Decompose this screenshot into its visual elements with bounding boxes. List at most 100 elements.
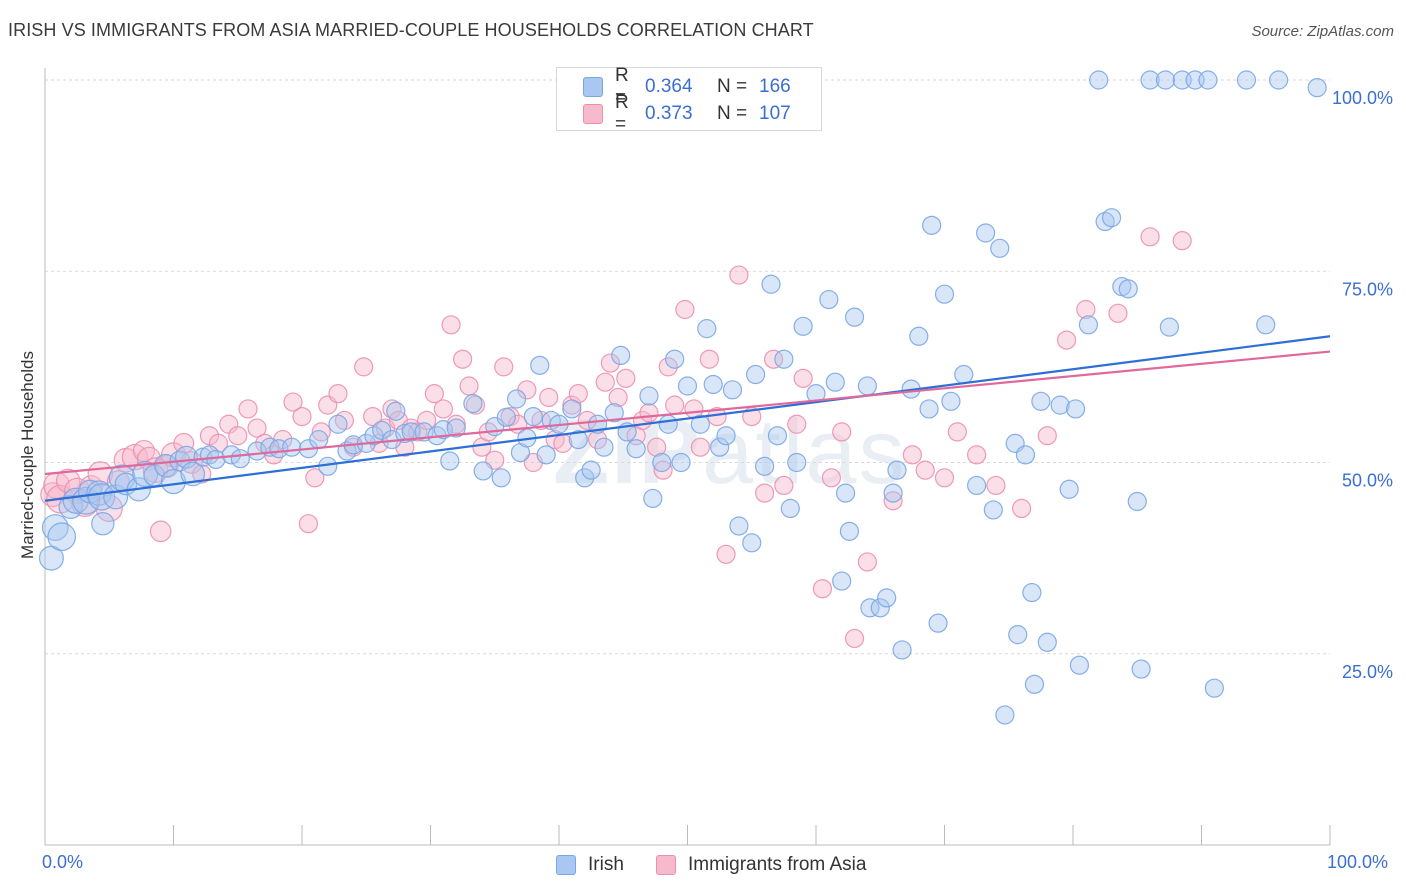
immigrants-point [1172, 231, 1192, 251]
irish-point [536, 445, 556, 465]
irish-point [643, 488, 663, 509]
irish-point [639, 386, 659, 406]
irish-point [746, 364, 766, 385]
irish-point [1069, 655, 1090, 675]
irish-point [230, 449, 250, 469]
stats-legend: R = 0.364 N = 166 R = 0.373 N = 107 [556, 65, 822, 135]
irish-point [1101, 208, 1122, 228]
irish-point [1198, 70, 1218, 90]
immigrants-point [1140, 227, 1160, 247]
immigrants-point [915, 460, 935, 480]
immigrants-point [699, 349, 719, 369]
immigrants-point [857, 552, 878, 572]
immigrants-point [647, 437, 667, 457]
irish-point [386, 401, 406, 421]
irish-point [967, 475, 987, 496]
irish-point [154, 453, 178, 478]
immigrants-point [754, 483, 775, 503]
immigrants-point [354, 357, 374, 377]
irish-point [395, 423, 415, 444]
irish-point [506, 389, 527, 409]
irish-point [697, 319, 717, 339]
immigrants-point [844, 628, 865, 649]
irish-point [922, 215, 942, 235]
irish-point [710, 437, 730, 457]
immigrants-point [283, 392, 303, 412]
irish-point [180, 461, 206, 487]
immigrants-point [608, 387, 628, 408]
legend-item-irish: Irish [556, 851, 624, 879]
immigrants-point [616, 368, 636, 388]
irish-point [568, 429, 588, 450]
irish-point [1059, 479, 1079, 499]
irish-point [446, 418, 466, 438]
immigrants-point [595, 372, 615, 392]
immigrants-point [1037, 426, 1057, 446]
irish-point [91, 512, 115, 536]
immigrants-point [675, 299, 695, 320]
immigrants-point [947, 422, 967, 442]
immigrants-point [1108, 303, 1128, 323]
irish-point [690, 414, 710, 434]
irish-point [716, 426, 736, 446]
immigrants-point [453, 349, 473, 369]
irish-point [892, 640, 912, 660]
irish-point [491, 468, 511, 488]
irish-point [1089, 70, 1109, 90]
irish-point [1155, 70, 1176, 90]
immigrants-point [238, 399, 258, 419]
irish-point [780, 498, 800, 518]
immigrants-point [787, 414, 807, 434]
immigrants-point [292, 407, 312, 427]
n-label: N = [717, 76, 748, 97]
immigrants-point [192, 464, 212, 484]
irish-point [282, 437, 302, 457]
irish-point [611, 345, 631, 365]
immigrants-point [311, 422, 331, 442]
stats-row-immigrants: R = 0.373 N = 107 [557, 92, 831, 135]
immigrants-swatch [583, 104, 603, 124]
irish-point [562, 399, 582, 419]
irish-point [767, 426, 788, 446]
irish-point [703, 374, 723, 395]
immigrants-point [424, 384, 444, 404]
irish-point [825, 372, 845, 392]
immigrants-point [228, 426, 248, 446]
immigrants-point [149, 520, 172, 543]
irish-point [976, 223, 996, 243]
irish-point [832, 571, 852, 591]
immigrants-point [934, 468, 955, 488]
y-tick-label-100: 100.0% [1332, 88, 1393, 108]
immigrants-point [690, 437, 710, 457]
irish-point [954, 364, 974, 385]
irish-point [887, 460, 907, 480]
immigrants-point [600, 353, 621, 373]
irish-point [1140, 70, 1160, 90]
irish-point [658, 414, 678, 434]
irish-point [941, 391, 961, 411]
axes [44, 68, 1331, 846]
immigrants-point [441, 315, 461, 335]
immigrants-point [305, 468, 325, 488]
irish-point [309, 429, 329, 450]
irish-legend-swatch [556, 855, 576, 875]
irish-point [857, 376, 878, 396]
irish-point [1065, 399, 1086, 419]
irish-point [754, 456, 775, 476]
irish-point [1127, 491, 1147, 512]
y-tick-labels: 25.0% 50.0% 75.0% 100.0% [1332, 88, 1393, 682]
legend-item-immigrants: Immigrants from Asia [656, 851, 866, 879]
immigrants-point [639, 403, 659, 423]
irish-point [877, 588, 897, 608]
immigrants-point [363, 407, 383, 427]
irish-point [594, 437, 614, 457]
irish-point [1256, 315, 1276, 335]
irish-point [581, 460, 601, 480]
irish-point [983, 500, 1003, 520]
irish-point [652, 452, 672, 473]
irish-point [1118, 279, 1138, 299]
irish-point [774, 349, 794, 369]
irish-point [919, 399, 939, 419]
y-tick-label-25: 25.0% [1342, 662, 1393, 682]
irish-point [839, 521, 860, 541]
